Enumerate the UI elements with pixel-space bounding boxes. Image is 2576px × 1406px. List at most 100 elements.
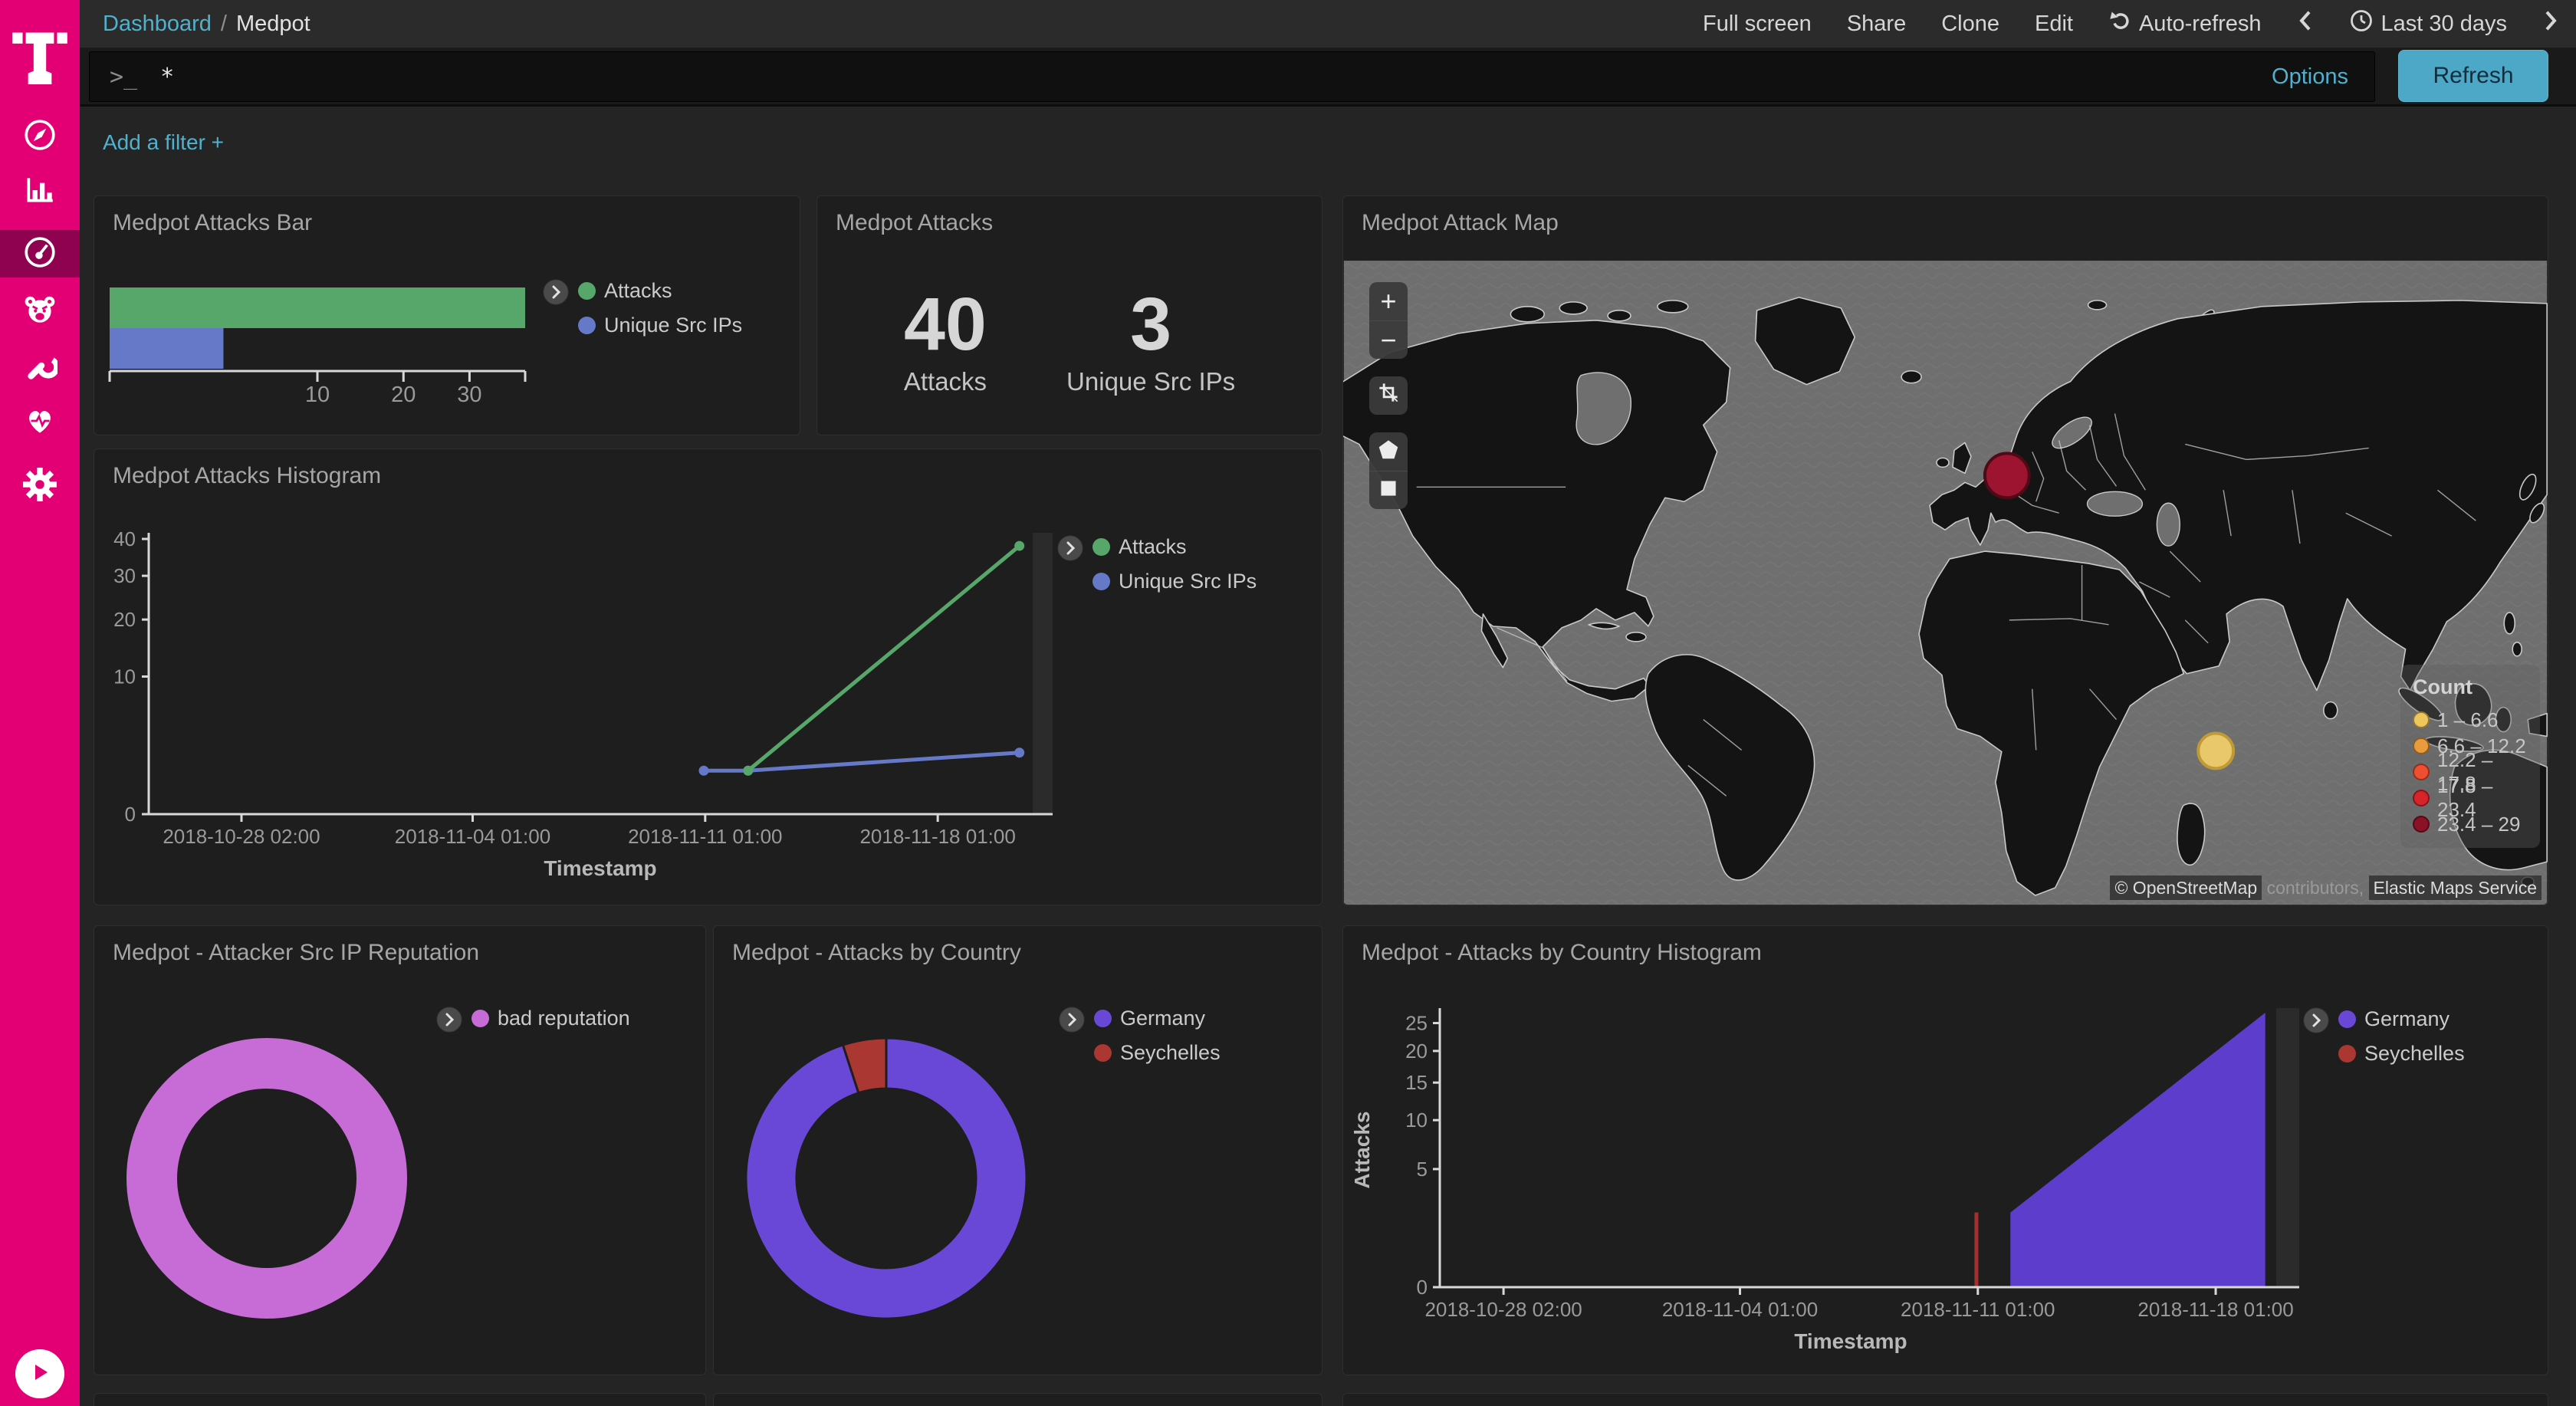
map-zoom-in-button[interactable]: + xyxy=(1369,282,1408,320)
legend-color-dot xyxy=(1092,538,1110,556)
legend: Attacks Unique Src IPs xyxy=(1057,535,1257,593)
legend: bad reputation xyxy=(436,1007,630,1036)
refresh-cycle-icon xyxy=(2108,9,2131,38)
map-draw-polygon-button[interactable] xyxy=(1369,432,1408,471)
legend-expand-icon[interactable] xyxy=(436,1007,462,1036)
panel-attacks-metric: Medpot Attacks 40 Attacks 3 Unique Src I… xyxy=(816,195,1322,435)
sidebar-item-discover[interactable] xyxy=(0,113,80,160)
metric-label: Attacks xyxy=(903,367,987,396)
metric-value: 3 xyxy=(1130,282,1172,366)
svg-text:10: 10 xyxy=(113,665,136,688)
country-donut-chart xyxy=(744,1036,1028,1320)
crop-icon xyxy=(1376,379,1401,412)
svg-text:Timestamp: Timestamp xyxy=(1794,1329,1907,1353)
legend-label: Germany xyxy=(2364,1007,2450,1030)
sidebar-item-visualize[interactable] xyxy=(0,167,80,215)
legend-item[interactable]: Unique Src IPs xyxy=(1092,570,1257,593)
legend-item[interactable]: Unique Src IPs xyxy=(578,314,742,337)
sidebar-item-dashboard[interactable] xyxy=(0,230,80,278)
filter-bar: Add a filter + xyxy=(80,109,2576,170)
svg-text:2018-11-11 01:00: 2018-11-11 01:00 xyxy=(1901,1298,2055,1321)
map-zoom-out-button[interactable]: − xyxy=(1369,320,1408,359)
breadcrumb: Dashboard / Medpot xyxy=(103,11,310,37)
topbar: Dashboard / Medpot Full screen Share Clo… xyxy=(80,0,2576,48)
legend-expand-icon[interactable] xyxy=(2303,1007,2329,1037)
map-count-legend: Count 1 – 6.6 6.6 – 12.2 xyxy=(2400,665,2540,848)
legend-item[interactable]: Attacks xyxy=(578,279,742,303)
metric: 3 Unique Src IPs xyxy=(1066,287,1235,396)
svg-text:15: 15 xyxy=(1405,1071,1428,1094)
refresh-button[interactable]: Refresh xyxy=(2398,50,2548,102)
sidebar xyxy=(0,0,80,1406)
legend-item[interactable]: Germany xyxy=(1094,1007,1221,1030)
panel-attacks-histogram: Medpot Attacks Histogram 0 10 20 30 40 2018-1… xyxy=(94,448,1322,905)
compass-icon xyxy=(22,117,58,156)
panel-title: Medpot Attacks xyxy=(836,210,994,235)
svg-text:20: 20 xyxy=(113,608,136,631)
legend-color-dot xyxy=(1092,573,1110,590)
panel-partial xyxy=(1342,1393,2548,1406)
legend-expand-icon[interactable] xyxy=(543,279,569,309)
sidebar-item-bear[interactable] xyxy=(0,288,80,336)
sidebar-item-management[interactable] xyxy=(0,462,80,510)
breadcrumb-dashboard-link[interactable]: Dashboard xyxy=(103,11,212,36)
panel-attack-map: Medpot Attack Map xyxy=(1342,195,2548,905)
legend-color-dot xyxy=(578,282,596,300)
sidebar-item-monitoring[interactable] xyxy=(0,399,80,446)
svg-text:2018-11-18 01:00: 2018-11-18 01:00 xyxy=(2137,1298,2293,1321)
full-screen-button[interactable]: Full screen xyxy=(1702,11,1812,36)
metric-value: 40 xyxy=(903,282,987,366)
query-bar: >_ * Options Refresh xyxy=(80,48,2576,107)
count-range-label: 12.2 – 17.8 xyxy=(2437,748,2493,795)
time-back-button[interactable] xyxy=(2297,9,2314,38)
svg-text:5: 5 xyxy=(1417,1158,1428,1181)
metric: 40 Attacks xyxy=(904,287,987,396)
time-range-picker[interactable]: Last 30 days xyxy=(2349,8,2507,39)
legend: Germany Seychelles xyxy=(1059,1007,1221,1065)
count-legend-row: 12.2 – 17.8 xyxy=(2413,748,2528,795)
count-legend-row: 6.6 – 12.2 xyxy=(2413,733,2528,759)
legend-item[interactable]: Seychelles xyxy=(1094,1041,1221,1065)
clone-button[interactable]: Clone xyxy=(1941,11,1999,36)
sidebar-collapse-button[interactable] xyxy=(15,1349,64,1398)
map-draw-rectangle-button[interactable] xyxy=(1369,471,1408,509)
count-legend-row: 17.8 – 23.4 xyxy=(2413,774,2528,821)
options-link[interactable]: Options xyxy=(2272,64,2348,89)
sidebar-item-dev-tools[interactable] xyxy=(0,344,80,392)
svg-text:25: 25 xyxy=(1405,1012,1428,1035)
legend-expand-icon[interactable] xyxy=(1059,1007,1085,1036)
svg-text:30: 30 xyxy=(457,383,481,407)
time-forward-button[interactable] xyxy=(2542,9,2559,38)
legend-color-dot xyxy=(2338,1010,2356,1028)
legend-label: Unique Src IPs xyxy=(1119,570,1257,593)
legend-color-dot xyxy=(472,1010,489,1027)
bear-icon xyxy=(22,293,58,332)
osm-attribution-link[interactable]: © OpenStreetMap xyxy=(2110,875,2262,900)
polygon-icon xyxy=(1377,435,1400,468)
panel-country-histogram: Medpot - Attacks by Country Histogram 0 5… xyxy=(1342,925,2548,1375)
legend: Germany Seychelles xyxy=(2303,1007,2465,1066)
elastic-maps-link[interactable]: Elastic Maps Service xyxy=(2368,875,2542,900)
legend-label: bad reputation xyxy=(498,1007,630,1030)
add-filter-link[interactable]: Add a filter + xyxy=(103,130,224,154)
search-input[interactable]: >_ * Options xyxy=(89,51,2375,102)
count-range-label: 17.8 – 23.4 xyxy=(2437,774,2493,821)
legend-label: Germany xyxy=(1120,1007,1206,1030)
auto-refresh-button[interactable]: Auto-refresh xyxy=(2108,9,2262,38)
legend-item[interactable]: Germany xyxy=(2338,1007,2465,1031)
legend-item[interactable]: bad reputation xyxy=(472,1007,630,1030)
legend-item[interactable]: Attacks xyxy=(1092,535,1257,559)
count-range-label: 23.4 – 29 xyxy=(2437,812,2521,836)
legend-expand-icon[interactable] xyxy=(1057,535,1083,565)
map-fit-bounds-button[interactable] xyxy=(1369,376,1408,415)
share-button[interactable]: Share xyxy=(1846,11,1907,36)
world-map[interactable]: + − xyxy=(1343,261,2548,905)
count-legend-row: 1 – 6.6 xyxy=(2413,707,2528,733)
legend-item[interactable]: Seychelles xyxy=(2338,1042,2465,1066)
attacks-bar-chart: 10 20 30 xyxy=(108,287,527,407)
svg-text:0: 0 xyxy=(1417,1276,1428,1299)
panel-partial xyxy=(713,1393,1322,1406)
edit-button[interactable]: Edit xyxy=(2034,11,2073,36)
legend-label: Seychelles xyxy=(2364,1042,2465,1065)
svg-text:40: 40 xyxy=(113,527,136,550)
